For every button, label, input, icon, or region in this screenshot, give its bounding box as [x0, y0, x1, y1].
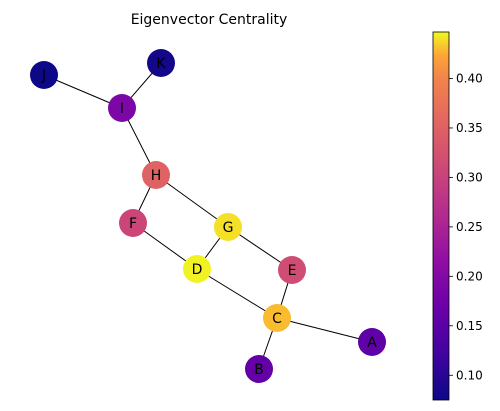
edge-h-g [155, 174, 229, 228]
node-label-g: G [223, 220, 234, 236]
nodes-layer: A B C D E F G H I J K [30, 49, 386, 383]
node-label-i: I [120, 101, 124, 117]
node-circle-c [263, 304, 291, 332]
node-label-d: D [192, 262, 203, 278]
edge-j-i [43, 74, 123, 109]
node-label-b: B [254, 362, 264, 378]
node-circle-f [119, 209, 147, 237]
node-d: D [183, 255, 211, 283]
node-circle-g [214, 213, 242, 241]
node-f: F [119, 209, 147, 237]
chart-title: Eigenvector Centrality [131, 12, 288, 28]
colorbar-tick-label: 0.30 [456, 170, 483, 184]
colorbar-gradient [433, 32, 449, 400]
node-c: C [263, 304, 291, 332]
node-label-h: H [151, 168, 162, 184]
node-circle-a [358, 328, 386, 356]
node-j: J [30, 61, 58, 89]
edge-c-a [276, 317, 373, 343]
node-circle-i [108, 94, 136, 122]
node-i: I [108, 94, 136, 122]
node-circle-h [142, 161, 170, 189]
edge-d-c [196, 268, 278, 319]
node-label-k: K [156, 56, 166, 72]
node-circle-b [245, 355, 273, 383]
node-circle-d [183, 255, 211, 283]
colorbar-tick-label: 0.25 [456, 220, 483, 234]
node-e: E [278, 256, 306, 284]
node-label-f: F [129, 216, 137, 232]
colorbar-ticks: 0.10 0.15 0.20 0.25 0.30 0.35 0.40 [449, 71, 483, 382]
colorbar-tick-label: 0.20 [456, 269, 483, 283]
node-label-j: J [41, 68, 46, 84]
edges-layer [43, 62, 373, 370]
colorbar-tick-label: 0.15 [456, 319, 483, 333]
node-circle-j [30, 61, 58, 89]
node-b: B [245, 355, 273, 383]
node-a: A [358, 328, 386, 356]
node-h: H [142, 161, 170, 189]
colorbar: 0.10 0.15 0.20 0.25 0.30 0.35 0.40 [432, 31, 483, 401]
node-g: G [214, 213, 242, 241]
node-label-e: E [288, 263, 297, 279]
node-k: K [147, 49, 175, 77]
node-circle-e [278, 256, 306, 284]
node-label-c: C [272, 311, 282, 327]
colorbar-tick-label: 0.10 [456, 368, 483, 382]
colorbar-tick-label: 0.40 [456, 71, 483, 85]
colorbar-frame [432, 31, 450, 401]
node-label-a: A [367, 335, 377, 351]
node-circle-k [147, 49, 175, 77]
colorbar-tick-label: 0.35 [456, 121, 483, 135]
